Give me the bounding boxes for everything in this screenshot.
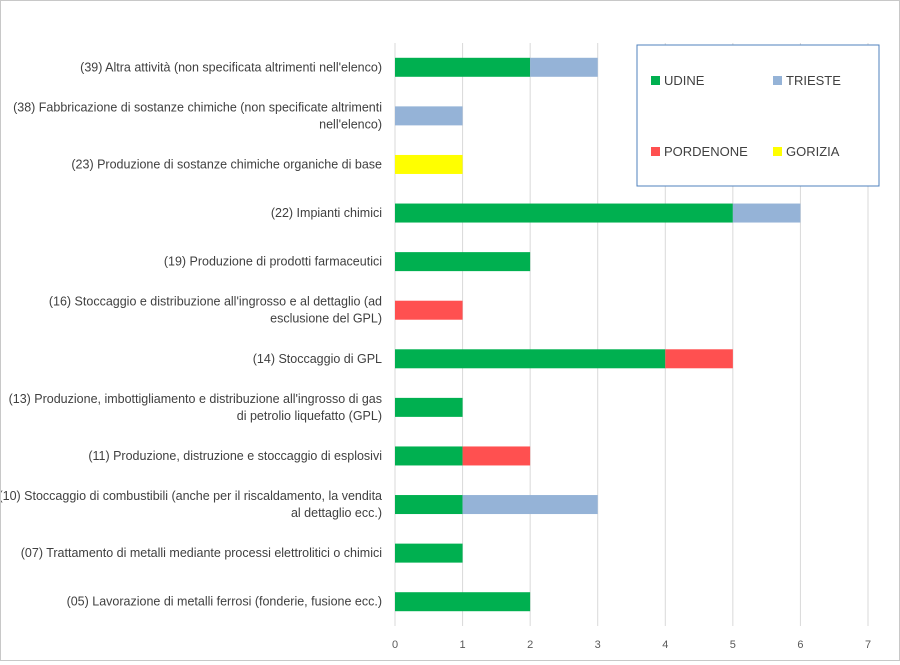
category-label-2: (23) Produzione di sostanze chimiche org…: [71, 157, 382, 171]
category-label-4: (19) Produzione di prodotti farmaceutici: [164, 255, 382, 269]
bar-udine-7: [395, 397, 463, 417]
legend-label-gorizia: GORIZIA: [786, 144, 840, 159]
x-tick-label-4: 4: [662, 639, 668, 651]
category-label-line: al dettaglio ecc.): [291, 506, 382, 520]
category-label-line: nell'elenco): [319, 117, 382, 131]
category-label-6: (14) Stoccaggio di GPL: [253, 352, 382, 366]
category-label-1: (38) Fabbricazione di sostanze chimiche …: [13, 100, 382, 131]
category-label-0: (39) Altra attività (non specificata alt…: [80, 60, 382, 74]
legend-swatch-udine: [651, 76, 660, 85]
bar-trieste-1: [395, 106, 463, 126]
category-label-5: (16) Stoccaggio e distribuzione all'ingr…: [49, 295, 382, 326]
bar-gorizia-2: [395, 154, 463, 174]
legend-box: [636, 44, 880, 187]
category-labels: (39) Altra attività (non specificata alt…: [0, 60, 382, 609]
category-label-line: (05) Lavorazione di metalli ferrosi (fon…: [67, 595, 382, 609]
category-label-11: (05) Lavorazione di metalli ferrosi (fon…: [67, 595, 382, 609]
bar-trieste-3: [732, 203, 801, 223]
x-axis-tick-labels: 0 1 2 3 4 5 6 7: [392, 639, 871, 651]
legend-label-trieste: TRIESTE: [786, 73, 841, 88]
bar-udine-6: [395, 349, 666, 369]
bar-pordenone-5: [395, 300, 463, 320]
category-label-line: (14) Stoccaggio di GPL: [253, 352, 382, 366]
x-tick-label-7: 7: [865, 639, 871, 651]
category-label-line: (22) Impianti chimici: [271, 206, 382, 220]
legend-label-udine: UDINE: [664, 73, 705, 88]
category-label-line: esclusione del GPL): [270, 312, 382, 326]
bars: [395, 57, 801, 612]
category-label-line: (19) Produzione di prodotti farmaceutici: [164, 255, 382, 269]
x-tick-label-2: 2: [527, 639, 533, 651]
bar-trieste-9: [462, 495, 598, 515]
x-tick-label-3: 3: [595, 639, 601, 651]
category-label-line: (16) Stoccaggio e distribuzione all'ingr…: [49, 295, 382, 309]
x-tick-label-5: 5: [730, 639, 736, 651]
category-label-line: (39) Altra attività (non specificata alt…: [80, 60, 382, 74]
category-label-line: (10) Stoccaggio di combustibili (anche p…: [1, 489, 382, 503]
bar-pordenone-6: [665, 349, 733, 369]
bar-udine-11: [395, 592, 531, 612]
bar-udine-0: [395, 57, 531, 77]
legend-swatch-trieste: [773, 76, 782, 85]
bar-udine-9: [395, 495, 463, 515]
bar-udine-3: [395, 203, 733, 223]
category-label-line: (07) Trattamento di metalli mediante pro…: [21, 546, 382, 560]
category-label-7: (13) Produzione, imbottigliamento e dist…: [9, 392, 382, 423]
category-label-line: (11) Produzione, distruzione e stoccaggi…: [88, 449, 382, 463]
bar-udine-10: [395, 543, 463, 563]
category-label-9: (10) Stoccaggio di combustibili (anche p…: [1, 489, 382, 520]
legend-label-pordenone: PORDENONE: [664, 144, 748, 159]
category-label-line: (13) Produzione, imbottigliamento e dist…: [9, 392, 382, 406]
category-label-10: (07) Trattamento di metalli mediante pro…: [21, 546, 382, 560]
category-label-8: (11) Produzione, distruzione e stoccaggi…: [88, 449, 382, 463]
bar-udine-4: [395, 252, 531, 272]
category-label-3: (22) Impianti chimici: [271, 206, 382, 220]
x-tick-label-1: 1: [460, 639, 466, 651]
bar-pordenone-8: [462, 446, 531, 466]
legend-swatch-pordenone: [651, 147, 660, 156]
category-label-line: (38) Fabbricazione di sostanze chimiche …: [13, 100, 382, 114]
x-tick-label-0: 0: [392, 639, 398, 651]
x-tick-label-6: 6: [797, 639, 803, 651]
bar-udine-8: [395, 446, 463, 466]
bar-trieste-0: [530, 57, 598, 77]
legend: UDINE TRIESTE PORDENONE GORIZIA: [636, 44, 880, 187]
category-label-line: di petrolio liquefatto (GPL): [237, 409, 382, 423]
category-label-line: (23) Produzione di sostanze chimiche org…: [71, 157, 382, 171]
legend-swatch-gorizia: [773, 147, 782, 156]
